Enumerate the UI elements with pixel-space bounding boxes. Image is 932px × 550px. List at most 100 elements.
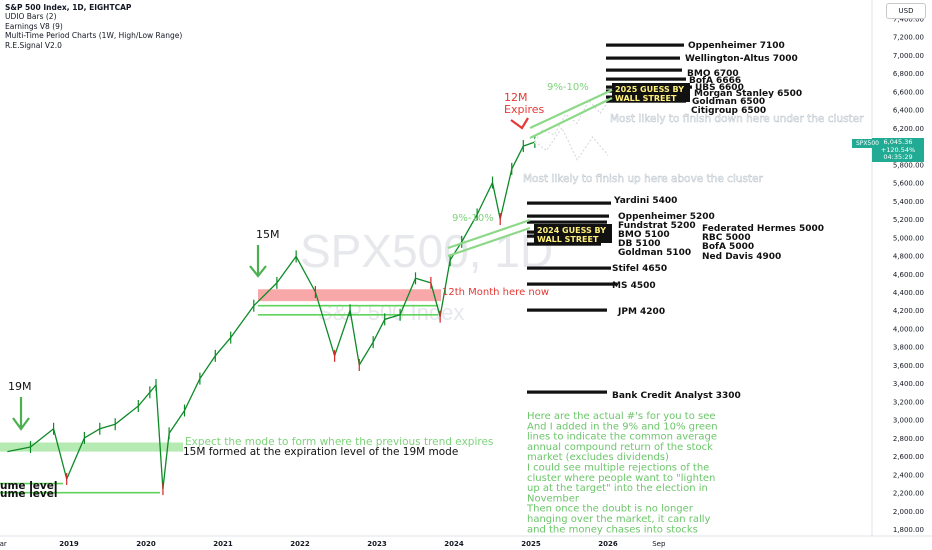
target-bar-goldman-5100 xyxy=(527,242,601,246)
target-morgan-stanley-6500: Morgan Stanley 6500 xyxy=(694,89,802,99)
likely-up-label: Most likely to finish up here above the … xyxy=(523,173,764,185)
notes-line-3: lines to indicate the common average xyxy=(527,432,717,443)
target-bmo-5100: BMO 5100 xyxy=(618,230,670,240)
target-jpm-4200: JPM 4200 xyxy=(617,307,665,317)
target-bar-oppenheimer-5200 xyxy=(527,214,609,218)
target-federated-hermes-5000: Federated Hermes 5000 xyxy=(702,224,824,234)
notes-line-10: Then once the doubt is no longer xyxy=(526,504,694,515)
price-tick-4600: 4,600.00 xyxy=(893,271,924,279)
target-bar-jpm-4200 xyxy=(527,308,607,312)
indicator-udio[interactable]: UDIO Bars (2) xyxy=(5,12,57,22)
twelve-m-expires-1: 12M xyxy=(504,91,528,104)
time-axis-bg xyxy=(0,536,932,550)
chart-title[interactable]: S&P 500 Index, 1D, EIGHTCAP xyxy=(5,3,132,12)
notes-line-12: and the money chases into stocks xyxy=(527,524,698,535)
last-price: 6,045.36 xyxy=(883,138,913,146)
expect-mode-label: Expect the mode to form where the previo… xyxy=(185,436,493,448)
lower-channel-10pct xyxy=(447,226,531,258)
price-tick-3600: 3,600.00 xyxy=(893,362,924,370)
price-tick-6600: 6,600.00 xyxy=(893,88,924,96)
target-fundstrat-5200: Fundstrat 5200 xyxy=(618,221,696,231)
currency-button[interactable]: USD xyxy=(886,3,926,19)
target-ubs-6600: UBS 6600 xyxy=(695,83,744,93)
symbol-watermark: SPX500, 1D S&P 500 Index xyxy=(300,225,553,325)
time-tick-2026: 2026 xyxy=(598,540,618,548)
notes-line-1: Here are the actual #'s for you to see xyxy=(527,411,716,422)
time-tick-sep: Sep xyxy=(652,540,666,548)
notes-line-8: up at the target" into the election in xyxy=(527,483,708,494)
volume-level-label-2: ume level xyxy=(0,488,57,500)
target-goldman-6500: Goldman 6500 xyxy=(692,97,765,107)
price-tick-5200: 5,200.00 xyxy=(893,216,924,224)
price-tick-5600: 5,600.00 xyxy=(893,180,924,188)
fifteen-m-arrow xyxy=(249,245,267,278)
price-axis-bg xyxy=(872,0,932,550)
fifteen-formed-label: 15M formed at the expiration level of th… xyxy=(183,446,458,458)
price-tick-2200: 2,200.00 xyxy=(893,490,924,498)
lower-channel-label: 9%-10% xyxy=(452,213,494,224)
price-tick-7200: 7,200.00 xyxy=(893,34,924,42)
price-tick-2400: 2,400.00 xyxy=(893,471,924,479)
time-tick-2023: 2023 xyxy=(367,540,387,548)
indicator-resignal[interactable]: R.E.Signal V2.0 xyxy=(5,40,62,50)
guess-2024-2: WALL STREET xyxy=(537,235,599,244)
price-tick-3000: 3,000.00 xyxy=(893,417,924,425)
green-zone-2018 xyxy=(0,442,183,452)
target-bar-bmo-6700 xyxy=(606,68,682,72)
nineteen-m-label: 19M xyxy=(8,380,32,393)
target-bar-stifel-4650 xyxy=(527,266,611,270)
price-tick-2600: 2,600.00 xyxy=(893,453,924,461)
price-tick-4400: 4,400.00 xyxy=(893,289,924,297)
target-goldman-5100: Goldman 5100 xyxy=(618,248,691,258)
target-bofa-6666: BofA 6666 xyxy=(689,76,741,86)
bar-countdown: 04:35:29 xyxy=(883,153,913,162)
volume-level-label-1: ume level xyxy=(0,480,57,492)
target-ned-davis-4900: Ned Davis 4900 xyxy=(702,252,781,262)
guess-2024-box xyxy=(534,224,612,243)
target-bar-bofa-6666 xyxy=(606,77,686,81)
notes-line-11: hanging over the market, it can rally xyxy=(527,514,711,525)
time-tick-2020: 2020 xyxy=(136,540,156,548)
indicator-earnings[interactable]: Earnings V8 (9) xyxy=(5,21,63,31)
indicator-mtpc[interactable]: Multi-Time Period Charts (1W, High/Low R… xyxy=(5,31,183,41)
target-bar-fundstrat-5200 xyxy=(527,220,607,224)
analyst-targets: Oppenheimer 7100 Wellington-Altus 7000 BMO… xyxy=(527,41,824,401)
price-tick-1800: 1,800.00 xyxy=(893,526,924,534)
price-tick-2000: 2,000.00 xyxy=(893,508,924,516)
red-zone-2022 xyxy=(258,289,441,302)
chart-legend: S&P 500 Index, 1D, EIGHTCAP UDIO Bars (2… xyxy=(5,3,182,50)
likely-down-label: Most likely to finish down here under th… xyxy=(610,113,864,125)
time-tick-2022: 2022 xyxy=(290,540,310,548)
notes-line-4: annual compound return of the stock xyxy=(527,442,713,453)
symbol-badge: SPX500 xyxy=(852,139,883,148)
notes-line-9: November xyxy=(527,493,580,504)
scenario-outline-down xyxy=(534,126,609,161)
price-tick-4800: 4,800.00 xyxy=(893,253,924,261)
notes-line-5: market (excludes dividends) xyxy=(527,452,669,463)
price-tick-3800: 3,800.00 xyxy=(893,344,924,352)
time-tick-2025: 2025 xyxy=(521,540,541,548)
target-bar-ms-4500 xyxy=(527,282,617,286)
scenario-paths xyxy=(533,95,614,162)
fifteen-m-label: 15M xyxy=(256,228,280,241)
price-change: +120.54% xyxy=(880,145,916,154)
target-db-5100: DB 5100 xyxy=(618,239,661,249)
upper-channel-10pct xyxy=(529,97,613,139)
notes-line-6: I could see multiple rejections of the xyxy=(527,463,709,474)
target-bar-yardini-5400 xyxy=(527,201,611,205)
target-ms-4500: MS 4500 xyxy=(612,281,656,291)
target-rbc-5000: RBC 5000 xyxy=(702,233,751,243)
target-bar-oppenheimer-7100 xyxy=(606,43,684,47)
guess-2025-2: WALL STREET xyxy=(615,94,677,103)
lower-channel-9pct xyxy=(447,218,531,250)
target-bmo-6700: BMO 6700 xyxy=(687,69,739,79)
upper-channel-label: 9%-10% xyxy=(547,82,589,93)
time-tick-2024: 2024 xyxy=(444,540,464,548)
price-tick-6800: 6,800.00 xyxy=(893,70,924,78)
target-wellington-altus-7000: Wellington-Altus 7000 xyxy=(685,54,798,64)
price-tick-5400: 5,400.00 xyxy=(893,198,924,206)
price-tick-6200: 6,200.00 xyxy=(893,125,924,133)
likely-up-arrow xyxy=(511,180,525,198)
